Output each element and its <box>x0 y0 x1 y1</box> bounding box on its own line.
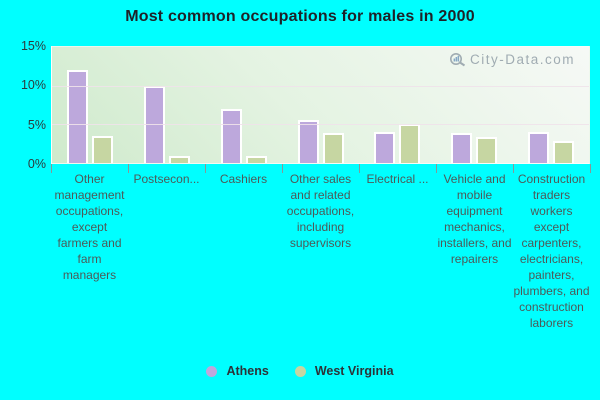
bar-group <box>52 47 129 163</box>
category-label: Postsecon... <box>133 172 200 186</box>
legend: Athens West Virginia <box>0 364 600 378</box>
category-label: Other management occupations, except far… <box>54 172 125 282</box>
x-tick <box>359 164 360 173</box>
legend-marker <box>206 365 218 377</box>
y-axis: 15% 10% 5% 0% <box>0 39 46 171</box>
bar-athens <box>374 132 396 163</box>
x-tick <box>513 164 514 173</box>
bar-group <box>359 47 436 163</box>
x-axis-labels: Other management occupations, except far… <box>51 171 590 331</box>
plot-area: City-Data.com <box>51 46 590 164</box>
bar-group <box>512 47 589 163</box>
bar-athens <box>220 108 242 163</box>
y-tick-label: 0% <box>27 157 46 171</box>
bar-athens <box>450 132 472 163</box>
bar-group <box>129 47 206 163</box>
bar-west-virginia <box>92 135 114 163</box>
watermark-text: City-Data.com <box>469 52 575 67</box>
magnifier-icon <box>449 53 466 67</box>
x-tick <box>51 164 52 173</box>
bar-group <box>205 47 282 163</box>
bar-west-virginia <box>245 156 267 163</box>
y-tick-label: 5% <box>27 117 46 132</box>
category-label: Other sales and related occupations, inc… <box>286 172 355 250</box>
x-tick <box>205 164 206 173</box>
bar-west-virginia <box>169 156 191 163</box>
chart-title: Most common occupations for males in 200… <box>125 8 475 25</box>
y-tick-label: 15% <box>20 39 46 53</box>
bar-group <box>436 47 513 163</box>
legend-item-west-virginia: West Virginia <box>294 364 394 378</box>
bar-west-virginia <box>399 123 421 163</box>
gridline <box>52 124 589 126</box>
bar-athens <box>297 120 319 163</box>
bar-athens <box>527 132 549 163</box>
legend-label: West Virginia <box>314 364 394 378</box>
x-tick <box>436 164 437 173</box>
category-label: Vehicle and mobile equipment mechanics, … <box>437 172 512 266</box>
bar-west-virginia <box>475 137 497 163</box>
legend-label: Athens <box>226 364 269 378</box>
bar-groups <box>52 47 589 163</box>
x-tick <box>128 164 129 173</box>
y-tick-label: 10% <box>20 78 46 93</box>
bar-group <box>282 47 359 163</box>
category-label: Cashiers <box>219 172 268 186</box>
category-label: Construction traders workers except carp… <box>513 172 590 330</box>
legend-item-athens: Athens <box>206 364 269 378</box>
x-tick <box>282 164 283 173</box>
x-tick <box>590 164 591 173</box>
x-ticks <box>51 164 591 174</box>
gridline <box>52 85 589 87</box>
legend-marker <box>294 365 306 377</box>
bar-west-virginia <box>552 141 574 163</box>
bar-west-virginia <box>322 132 344 163</box>
category-label: Electrical ... <box>366 172 429 186</box>
bar-athens <box>67 70 89 163</box>
watermark: City-Data.com <box>449 52 575 67</box>
